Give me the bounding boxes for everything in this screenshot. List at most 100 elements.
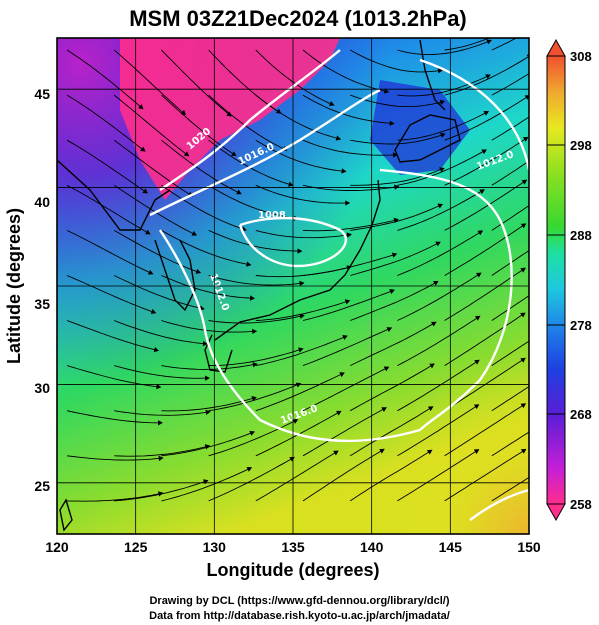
- streamline-arrowhead: [474, 359, 480, 365]
- streamline-arrowhead: [429, 363, 435, 369]
- streamline: [349, 363, 435, 412]
- streamline: [255, 300, 350, 321]
- streamline: [208, 229, 302, 252]
- streamline: [208, 314, 304, 324]
- streamline-arrowhead: [567, 222, 571, 226]
- streamline-arrowhead: [386, 327, 393, 332]
- streamline: [255, 184, 350, 204]
- streamline: [350, 281, 439, 321]
- streamline-arrowhead: [346, 232, 352, 238]
- streamline-arrowhead: [392, 152, 398, 158]
- streamline: [491, 340, 529, 366]
- streamline-arrowhead: [156, 383, 162, 390]
- coastline-sakhalin: [419, 39, 446, 111]
- streamline-arrowhead: [473, 449, 480, 455]
- streamline: [350, 167, 445, 186]
- streamline: [66, 365, 161, 388]
- streamline-arrowhead: [389, 120, 395, 126]
- streamline-arrowhead: [433, 281, 439, 286]
- streamline: [491, 116, 529, 141]
- streamline-arrowhead: [474, 315, 481, 321]
- streamline: [444, 38, 491, 51]
- isobar-1016-north: [149, 88, 381, 217]
- x-tick-label: 150: [517, 539, 541, 555]
- colorbar-ticks: [547, 144, 565, 415]
- streamline-arrowhead: [299, 313, 305, 319]
- streamline-arrowhead: [381, 407, 387, 412]
- streamline-arrowhead: [236, 189, 242, 195]
- streamline-arrowhead: [520, 403, 527, 409]
- streamline: [491, 295, 529, 321]
- streamline: [397, 74, 491, 97]
- isobar-1016-east: [419, 58, 529, 171]
- streamline-arrowhead: [426, 449, 433, 455]
- plot-frame: [56, 37, 530, 535]
- streamline: [491, 160, 529, 186]
- streamline: [255, 335, 348, 367]
- streamline-arrowhead: [569, 44, 573, 48]
- colorbar-bottom-arrow: [546, 503, 566, 522]
- streamline-arrowhead: [183, 151, 190, 157]
- streamline: [161, 139, 242, 195]
- isobar-label: 1008: [258, 210, 286, 221]
- streamline: [397, 272, 482, 321]
- x-tick-label: 130: [203, 539, 227, 555]
- streamline-arrowhead: [477, 230, 484, 236]
- streamline-arrowhead: [345, 200, 351, 206]
- streamline: [66, 275, 156, 314]
- streamline: [397, 359, 480, 412]
- streamline: [350, 241, 441, 276]
- streamline-arrowhead: [379, 448, 385, 454]
- x-tick-label: 120: [45, 539, 69, 555]
- streamline: [491, 73, 529, 96]
- streamline: [161, 320, 257, 333]
- streamline: [66, 492, 163, 502]
- streamline-arrowhead: [333, 450, 339, 456]
- streamline: [114, 275, 204, 310]
- streamline-arrowhead: [440, 132, 446, 138]
- streamline-arrowhead: [437, 68, 443, 74]
- streamline: [66, 49, 144, 110]
- streamlines: [66, 38, 573, 502]
- streamline-arrowhead: [520, 357, 526, 363]
- colorbar-tick-label: 298: [570, 138, 592, 153]
- streamline: [302, 327, 392, 367]
- streamline: [491, 476, 529, 502]
- streamline: [208, 457, 295, 502]
- isobars: [149, 49, 529, 521]
- streamline: [208, 275, 304, 286]
- streamline-arrowhead: [567, 132, 571, 136]
- streamline: [444, 223, 526, 276]
- streamline: [66, 229, 153, 275]
- streamline-arrowhead: [568, 358, 572, 362]
- streamline: [255, 372, 345, 412]
- streamline-arrowhead: [153, 346, 159, 353]
- streamline: [113, 49, 186, 115]
- colorbar-tick-label: 278: [570, 318, 592, 333]
- streamline: [66, 410, 162, 424]
- streamline: [66, 320, 159, 351]
- coastline-kyushu: [204, 334, 233, 373]
- streamline: [255, 229, 352, 239]
- isobar-1008: [238, 216, 347, 268]
- streamline-arrowhead: [486, 39, 492, 45]
- colorbar-top-arrow: [546, 38, 566, 57]
- streamline-arrowhead: [344, 299, 351, 305]
- streamline-arrowhead: [520, 267, 526, 273]
- streamline: [397, 189, 485, 231]
- streamline: [491, 38, 518, 51]
- streamline: [302, 94, 394, 125]
- streamline: [444, 312, 526, 366]
- streamline: [444, 55, 529, 96]
- streamline-arrowhead: [483, 111, 490, 116]
- streamline-arrowhead: [391, 252, 398, 258]
- streamline-arrowhead: [568, 313, 572, 317]
- streamline: [161, 275, 255, 299]
- streamline: [491, 205, 529, 231]
- streamline-arrowhead: [521, 179, 528, 185]
- streamline-arrowhead: [150, 308, 157, 314]
- streamline-arrowhead: [383, 366, 390, 372]
- coastline-honshu: [214, 179, 381, 341]
- streamline-arrowhead: [335, 135, 342, 141]
- streamline: [113, 230, 201, 274]
